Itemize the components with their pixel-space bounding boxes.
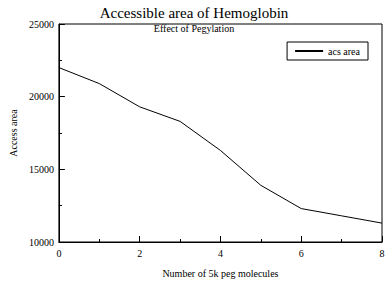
svg-text:4: 4 (218, 248, 223, 259)
svg-text:15000: 15000 (29, 164, 54, 175)
svg-text:20000: 20000 (29, 91, 54, 102)
svg-text:10000: 10000 (29, 237, 54, 248)
svg-text:acs area: acs area (328, 46, 360, 57)
svg-text:Access area: Access area (8, 109, 19, 157)
svg-text:8: 8 (380, 248, 385, 259)
svg-text:25000: 25000 (29, 19, 54, 30)
svg-text:Accessible area of Hemoglobin: Accessible area of Hemoglobin (100, 5, 289, 21)
svg-text:Number of 5k peg molecules: Number of 5k peg molecules (162, 268, 278, 279)
svg-text:0: 0 (56, 248, 61, 259)
svg-text:Effect of Pegylation: Effect of Pegylation (154, 23, 234, 34)
svg-text:6: 6 (299, 248, 304, 259)
svg-text:2: 2 (137, 248, 142, 259)
